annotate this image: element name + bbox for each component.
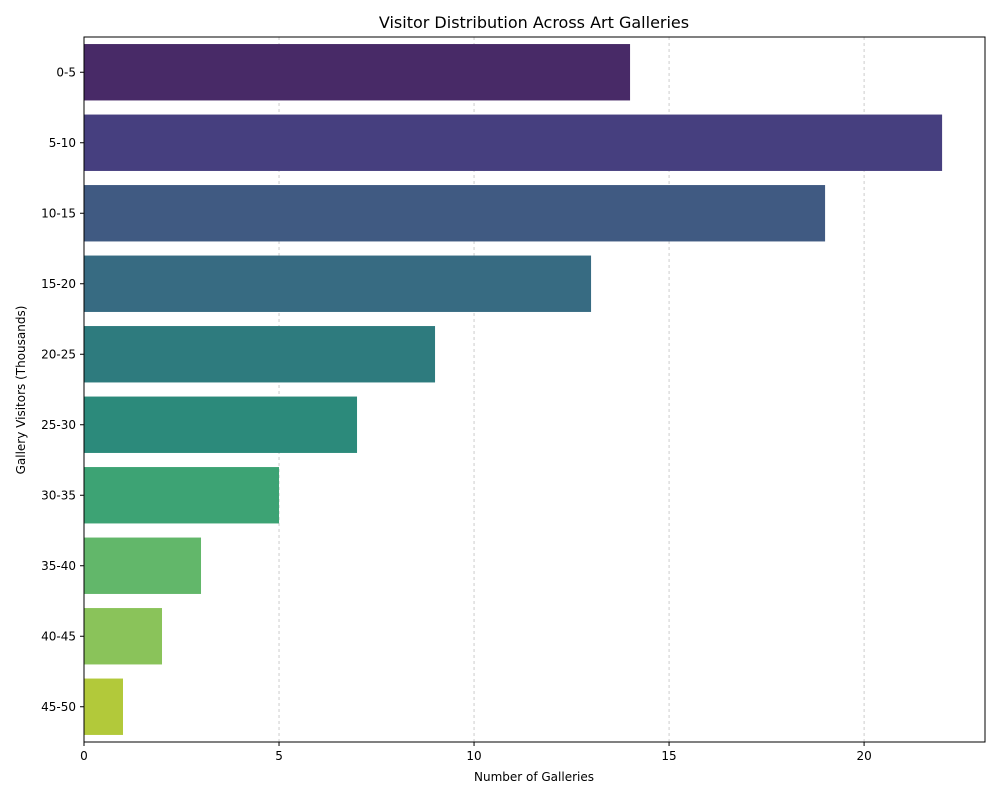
y-tick-label: 0-5 [56, 65, 76, 79]
x-tick-label: 0 [80, 749, 88, 763]
bar-45-50 [84, 678, 124, 735]
x-tick-label: 20 [856, 749, 871, 763]
bar-5-10 [84, 114, 943, 171]
x-tick-label: 15 [661, 749, 676, 763]
bar-0-5 [84, 44, 631, 101]
bar-10-15 [84, 185, 826, 242]
bar-35-40 [84, 537, 202, 594]
y-tick-label: 10-15 [41, 206, 76, 220]
y-tick-label: 5-10 [49, 136, 76, 150]
bar-30-35 [84, 467, 280, 524]
bars [84, 44, 943, 735]
bar-20-25 [84, 326, 436, 383]
chart-title: Visitor Distribution Across Art Gallerie… [379, 13, 689, 32]
bar-25-30 [84, 396, 358, 453]
y-tick-label: 30-35 [41, 488, 76, 502]
plot-frame [83, 36, 986, 743]
bar-40-45 [84, 608, 163, 665]
axes: 0-5 5-10 10-15 15-20 20-25 25-30 30-35 35-40 40-… [41, 36, 986, 763]
y-tick-label: 45-50 [41, 700, 76, 714]
y-tick-label: 25-30 [41, 418, 76, 432]
y-tick-label: 40-45 [41, 629, 76, 643]
y-tick-label: 15-20 [41, 277, 76, 291]
x-axis-label: Number of Galleries [474, 770, 594, 784]
x-tick-label: 5 [275, 749, 283, 763]
bar-15-20 [84, 255, 592, 312]
y-tick-label: 35-40 [41, 559, 76, 573]
x-tick-label: 10 [466, 749, 481, 763]
y-tick-label: 20-25 [41, 347, 76, 361]
y-axis-label: Gallery Visitors (Thousands) [14, 306, 28, 475]
